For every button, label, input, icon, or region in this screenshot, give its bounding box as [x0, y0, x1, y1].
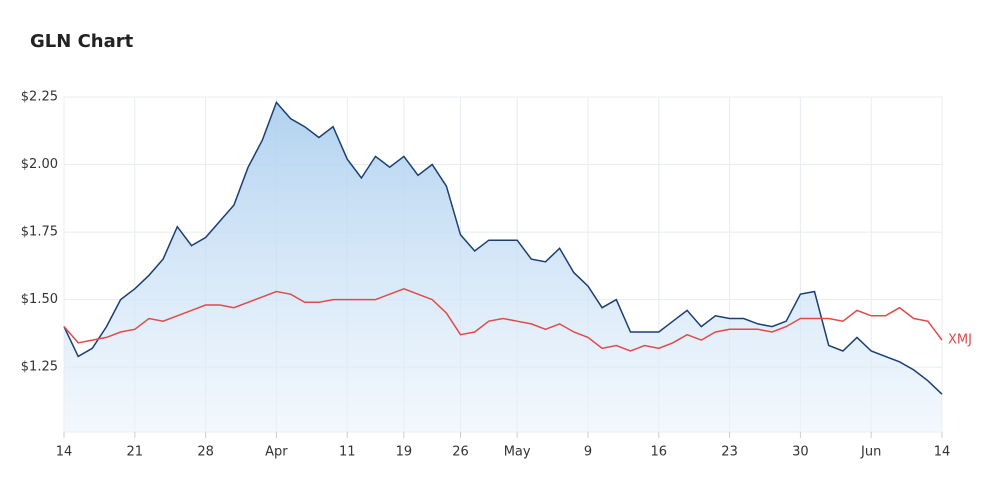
x-tick-label: May	[504, 445, 531, 460]
x-tick-label: 30	[792, 445, 809, 460]
x-tick-label: 28	[197, 445, 214, 460]
chart-title: GLN Chart	[30, 31, 134, 52]
area	[64, 102, 942, 433]
y-tick-label: $1.25	[21, 360, 58, 375]
x-tick-label: 16	[651, 445, 668, 460]
x-tick-label: 23	[721, 445, 738, 460]
y-tick-label: $2.25	[21, 90, 58, 105]
series-label: XMJ	[948, 333, 972, 348]
x-tick-label: 11	[339, 445, 356, 460]
x-tick-label: Jun	[860, 445, 881, 460]
line	[63, 287, 943, 352]
y-tick-label: $1.50	[21, 292, 58, 307]
x-tick-label: 14	[934, 445, 951, 460]
x-tick-label: 21	[127, 445, 144, 460]
x-tick-label: 9	[584, 445, 592, 460]
x-tick-label: 19	[396, 445, 413, 460]
x-tick-label: 14	[56, 445, 73, 460]
x-tick-label: Apr	[265, 445, 288, 460]
y-tick-label: $2.00	[21, 157, 58, 172]
x-tick-label: 26	[452, 445, 469, 460]
line	[63, 100, 943, 395]
y-tick-label: $1.75	[21, 225, 58, 240]
